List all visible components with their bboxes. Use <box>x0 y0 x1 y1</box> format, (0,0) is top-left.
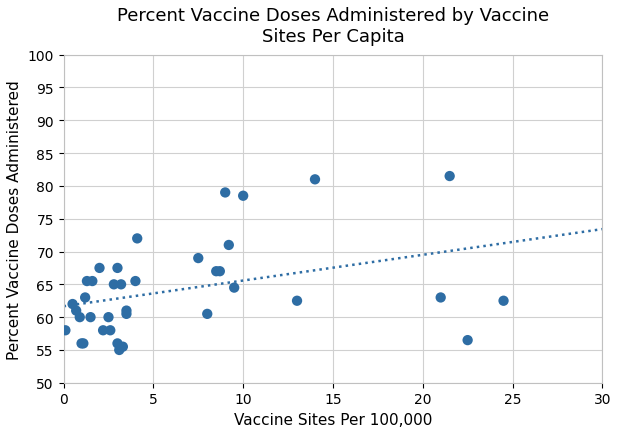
Point <box>80 294 90 301</box>
Point <box>202 311 212 318</box>
Y-axis label: Percent Vaccine Doses Administered: Percent Vaccine Doses Administered <box>7 80 22 359</box>
Point <box>116 281 126 288</box>
Point <box>463 337 473 344</box>
Point <box>122 311 132 318</box>
Point <box>105 327 115 334</box>
Point <box>82 278 92 285</box>
Point <box>130 278 140 285</box>
Point <box>109 281 119 288</box>
Point <box>436 294 446 301</box>
X-axis label: Vaccine Sites Per 100,000: Vaccine Sites Per 100,000 <box>234 412 432 427</box>
Point <box>292 298 302 305</box>
Title: Percent Vaccine Doses Administered by Vaccine
Sites Per Capita: Percent Vaccine Doses Administered by Va… <box>117 7 549 46</box>
Point <box>61 327 70 334</box>
Point <box>98 327 108 334</box>
Point <box>85 314 95 321</box>
Point <box>445 173 455 180</box>
Point <box>78 340 88 347</box>
Point <box>112 265 122 272</box>
Point <box>67 301 77 308</box>
Point <box>220 190 230 197</box>
Point <box>211 268 221 275</box>
Point <box>77 340 87 347</box>
Point <box>87 278 97 285</box>
Point <box>238 193 248 200</box>
Point <box>71 307 81 314</box>
Point <box>193 255 203 262</box>
Point <box>95 265 104 272</box>
Point <box>499 298 509 305</box>
Point <box>310 177 320 184</box>
Point <box>114 347 124 354</box>
Point <box>112 340 122 347</box>
Point <box>104 314 114 321</box>
Point <box>224 242 234 249</box>
Point <box>132 235 142 242</box>
Point <box>215 268 225 275</box>
Point <box>229 284 239 291</box>
Point <box>75 314 85 321</box>
Point <box>122 307 132 314</box>
Point <box>118 343 128 350</box>
